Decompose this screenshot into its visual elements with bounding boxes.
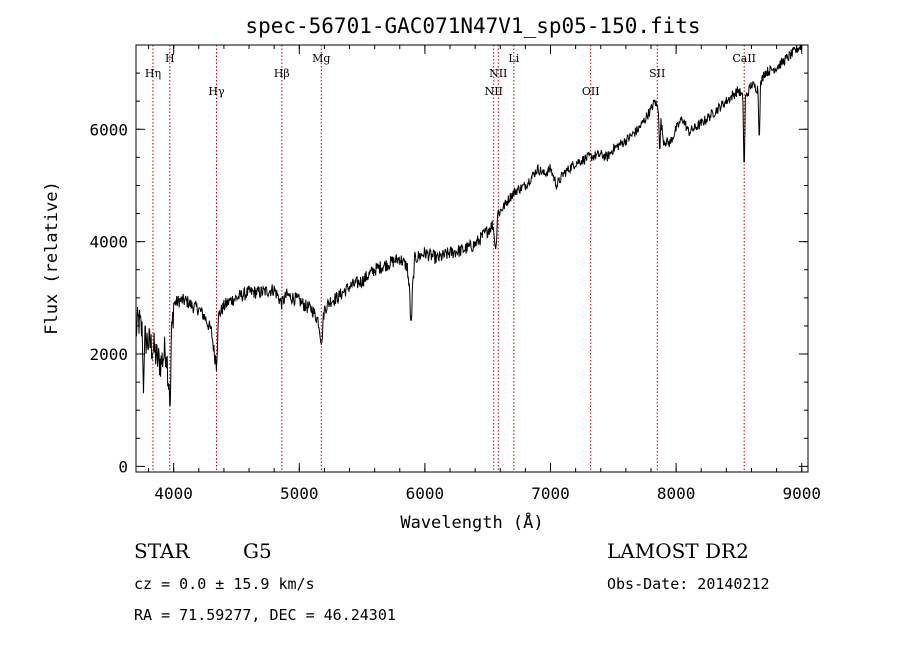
spectrum-line bbox=[135, 43, 803, 406]
line-label: Mg bbox=[312, 52, 330, 65]
x-tick-label: 5000 bbox=[280, 484, 319, 503]
plot-frame bbox=[135, 44, 809, 473]
x-tick-label: 7000 bbox=[531, 484, 570, 503]
x-tick-label: 9000 bbox=[782, 484, 821, 503]
line-label: OII bbox=[582, 85, 600, 98]
spectral-line-markers bbox=[152, 45, 745, 472]
y-tick-label: 2000 bbox=[89, 345, 128, 364]
line-label: Li bbox=[508, 52, 519, 65]
x-axis-label: Wavelength (Å) bbox=[400, 511, 543, 533]
line-label: H bbox=[165, 52, 175, 65]
line-label: Hβ bbox=[274, 67, 290, 80]
x-tick-label: 6000 bbox=[406, 484, 445, 503]
y-axis-label: Flux (relative) bbox=[42, 181, 62, 335]
y-tick-label: 4000 bbox=[89, 233, 128, 252]
line-label: NII bbox=[489, 67, 507, 80]
coordinates-readout: RA = 71.59277, DEC = 46.24301 bbox=[134, 606, 396, 624]
x-tick-label: 4000 bbox=[154, 484, 193, 503]
redshift-readout: cz = 0.0 ± 15.9 km/s bbox=[134, 575, 315, 593]
line-label: Hγ bbox=[208, 85, 225, 98]
line-label: Hη bbox=[145, 67, 161, 80]
x-tick-label: 8000 bbox=[657, 484, 696, 503]
line-label: SII bbox=[649, 67, 665, 80]
chart-title: spec-56701-GAC071N47V1_sp05-150.fits bbox=[245, 14, 700, 38]
x-axis-ticks: 4000 5000 6000 7000 8000 9000 bbox=[148, 45, 821, 503]
y-tick-label: 6000 bbox=[89, 120, 128, 139]
line-label: CaII bbox=[732, 52, 756, 65]
object-subclass: G5 bbox=[243, 539, 272, 563]
survey-name: LAMOST DR2 bbox=[607, 539, 749, 563]
y-axis-ticks: 0 2000 4000 6000 bbox=[89, 72, 808, 476]
line-label: NII bbox=[485, 85, 503, 98]
observation-date: Obs-Date: 20140212 bbox=[607, 575, 770, 593]
y-tick-label: 0 bbox=[118, 457, 128, 476]
object-class: STAR bbox=[134, 539, 190, 563]
